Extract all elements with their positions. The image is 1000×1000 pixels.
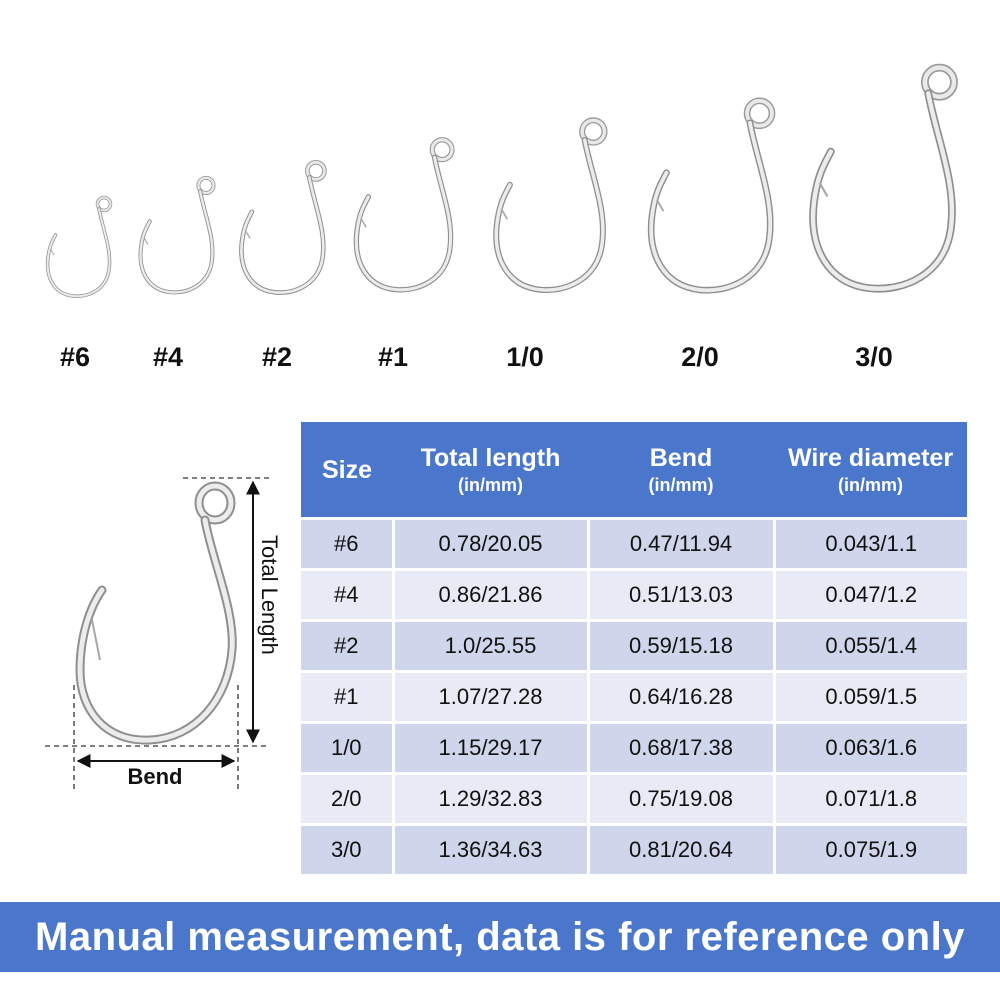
cell-wire-diameter: 0.063/1.6 bbox=[772, 721, 967, 775]
cell-bend: 0.59/15.18 bbox=[586, 619, 776, 673]
hook-3-0-icon bbox=[813, 68, 954, 289]
total-length-label: Total Length bbox=[257, 535, 282, 655]
hook-label-2-0: 2/0 bbox=[681, 342, 719, 372]
hook-label-1-0: 1/0 bbox=[506, 342, 544, 372]
cell-size: 3/0 bbox=[301, 823, 395, 874]
cell-bend: 0.47/11.94 bbox=[586, 517, 776, 571]
header-bend: Bend (in/mm) bbox=[588, 422, 774, 519]
hook-spec-table: Size Total length (in/mm) Bend (in/mm) Wir… bbox=[301, 422, 967, 874]
hook-label-4: #4 bbox=[152, 342, 184, 372]
cell-wire-diameter: 0.043/1.1 bbox=[772, 517, 967, 571]
table-header-row: Size Total length (in/mm) Bend (in/mm) Wir… bbox=[301, 422, 967, 519]
cell-size: 2/0 bbox=[301, 772, 395, 826]
hook-label-2: #2 bbox=[261, 342, 293, 372]
cell-size: #2 bbox=[301, 619, 395, 673]
cell-total-length: 1.36/34.63 bbox=[391, 823, 590, 874]
hook-label-3-0: 3/0 bbox=[855, 342, 893, 372]
hook-2-icon bbox=[241, 162, 324, 292]
table-row: 3/0 1.36/34.63 0.81/20.64 0.075/1.9 bbox=[301, 823, 967, 874]
cell-size: #1 bbox=[301, 670, 395, 724]
table-row: 2/0 1.29/32.83 0.75/19.08 0.071/1.8 bbox=[301, 772, 967, 826]
cell-wire-diameter: 0.059/1.5 bbox=[772, 670, 967, 724]
cell-bend: 0.64/16.28 bbox=[586, 670, 776, 724]
bend-label: Bend bbox=[127, 764, 183, 789]
hook-2-0-icon bbox=[651, 101, 772, 290]
cell-total-length: 1.15/29.17 bbox=[391, 721, 590, 775]
table-row: 1/0 1.15/29.17 0.68/17.38 0.063/1.6 bbox=[301, 721, 967, 775]
cell-total-length: 1.29/32.83 bbox=[391, 772, 590, 826]
header-wire-diameter: Wire diameter (in/mm) bbox=[774, 422, 967, 519]
header-total-length: Total length (in/mm) bbox=[393, 422, 588, 519]
hook-1-icon bbox=[356, 140, 452, 290]
cell-size: #4 bbox=[301, 568, 395, 622]
cell-wire-diameter: 0.055/1.4 bbox=[772, 619, 967, 673]
cell-bend: 0.51/13.03 bbox=[586, 568, 776, 622]
cell-total-length: 0.86/21.86 bbox=[391, 568, 590, 622]
table-row: #6 0.78/20.05 0.47/11.94 0.043/1.1 bbox=[301, 517, 967, 571]
cell-total-length: 0.78/20.05 bbox=[391, 517, 590, 571]
hook-6-icon bbox=[45, 195, 113, 298]
hook-label-6: #6 bbox=[59, 342, 91, 372]
cell-total-length: 1.0/25.55 bbox=[391, 619, 590, 673]
table-row: #4 0.86/21.86 0.51/13.03 0.047/1.2 bbox=[301, 568, 967, 622]
table-row: #2 1.0/25.55 0.59/15.18 0.055/1.4 bbox=[301, 619, 967, 673]
cell-size: #6 bbox=[301, 517, 395, 571]
cell-wire-diameter: 0.071/1.8 bbox=[772, 772, 967, 826]
hook-1-0-icon bbox=[496, 120, 604, 290]
hooks-icon bbox=[45, 0, 1000, 298]
cell-bend: 0.75/19.08 bbox=[586, 772, 776, 826]
cell-wire-diameter: 0.047/1.2 bbox=[772, 568, 967, 622]
cell-total-length: 1.07/27.28 bbox=[391, 670, 590, 724]
measurement-diagram bbox=[0, 460, 300, 800]
hook-label-1: #1 bbox=[377, 342, 409, 372]
hook-measurement-icon bbox=[45, 477, 272, 790]
cell-size: 1/0 bbox=[301, 721, 395, 775]
cell-bend: 0.81/20.64 bbox=[586, 823, 776, 874]
table-row: #1 1.07/27.28 0.64/16.28 0.059/1.5 bbox=[301, 670, 967, 724]
hook-size-illustrations: #6 #4 #2 #1 1/0 2/0 3/0 bbox=[0, 0, 1000, 390]
cell-bend: 0.68/17.38 bbox=[586, 721, 776, 775]
header-size: Size bbox=[301, 422, 393, 519]
hook-4-icon bbox=[141, 178, 214, 292]
disclaimer-banner: Manual measurement, data is for referenc… bbox=[0, 902, 1000, 972]
cell-wire-diameter: 0.075/1.9 bbox=[772, 823, 967, 874]
